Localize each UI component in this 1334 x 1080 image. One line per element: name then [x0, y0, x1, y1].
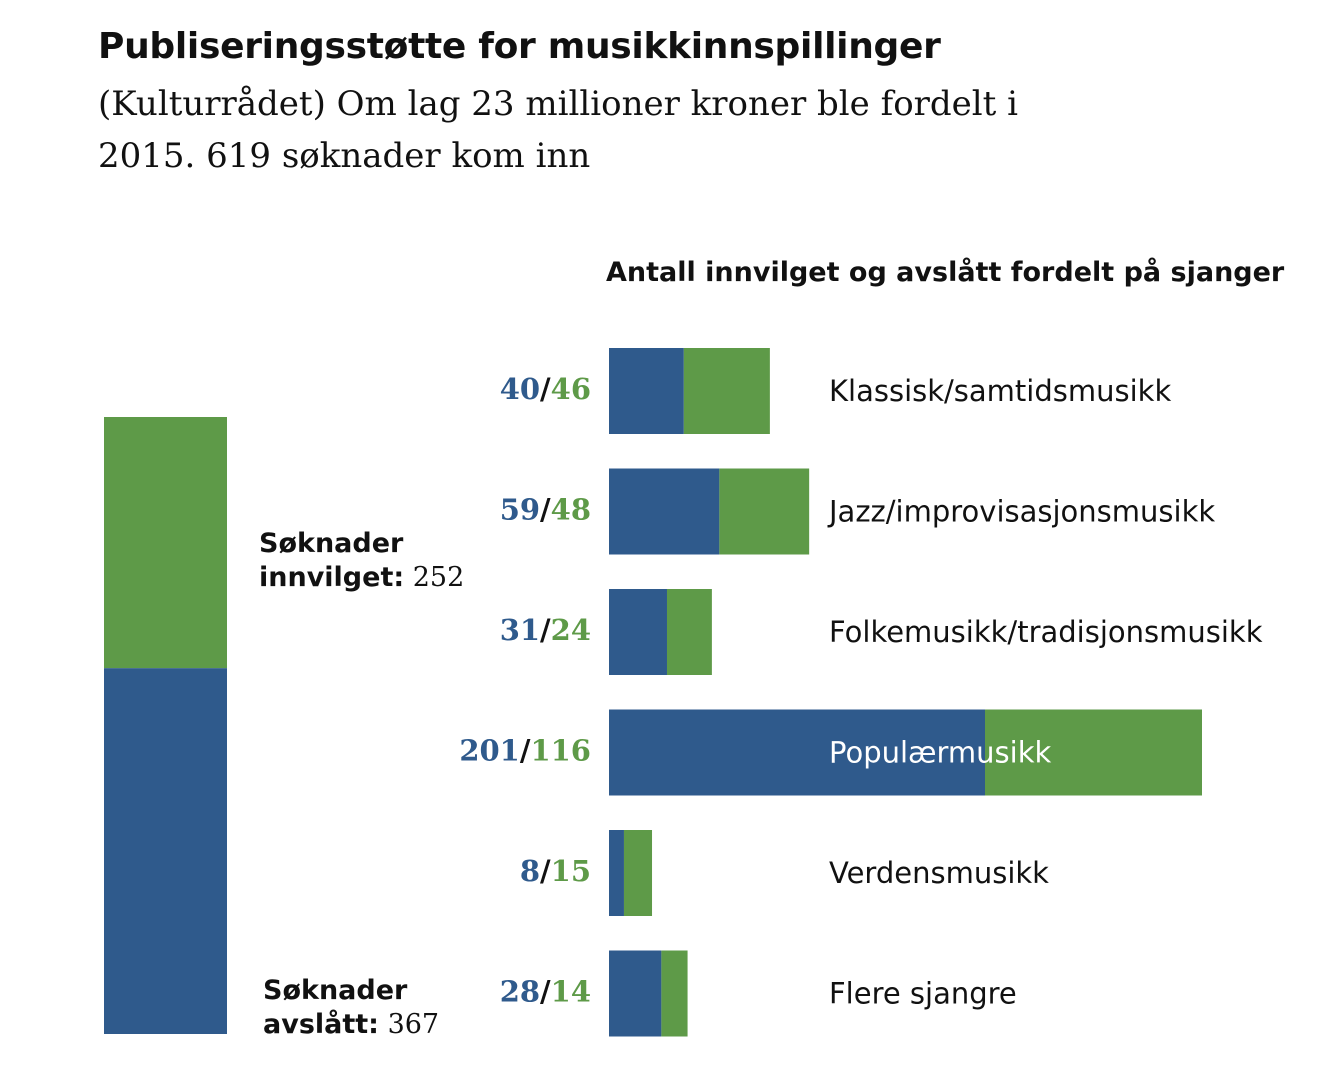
avslatt-label-caption: avslått:	[263, 1008, 379, 1040]
bar-avslatt-2	[666, 589, 712, 675]
bar-innvilget-2	[609, 589, 667, 675]
count-avslatt-4: 15	[551, 854, 591, 888]
bar-avslatt-0	[683, 348, 770, 434]
avslatt-label-line2: avslått: 367	[263, 1008, 439, 1040]
count-label-3: 201/116	[459, 734, 591, 768]
count-separator-0: /	[540, 372, 551, 406]
count-avslatt-1: 48	[551, 493, 591, 527]
count-innvilget-1: 59	[500, 493, 540, 527]
bar-avslatt-1	[719, 468, 810, 555]
count-innvilget-4: 8	[520, 854, 540, 888]
bar-avslatt-4	[623, 830, 653, 916]
count-label-0: 40/46	[500, 372, 591, 406]
avslatt-label-line1: Søknader	[263, 975, 408, 1006]
count-label-5: 28/14	[500, 975, 591, 1009]
genre-label-0: Klassisk/samtidsmusikk	[829, 374, 1171, 408]
count-innvilget-3: 201	[459, 734, 520, 768]
page-subtitle: (Kulturrådet) Om lag 23 millioner kroner…	[98, 84, 1019, 176]
bar-innvilget-3	[609, 709, 986, 796]
count-avslatt-3: 116	[530, 734, 591, 768]
genre-label-5: Flere sjangre	[829, 977, 1017, 1011]
innvilget-label-line2: innvilget: 252	[259, 562, 464, 593]
count-innvilget-2: 31	[500, 613, 540, 647]
genre-label-1: Jazz/improvisasjonsmusikk	[827, 495, 1215, 529]
bar-avslatt-5	[661, 950, 688, 1037]
genre-label-3: Populærmusikk	[829, 736, 1052, 770]
count-label-4: 8/15	[520, 854, 591, 888]
genre-label-2: Folkemusikk/tradisjonsmusikk	[829, 615, 1263, 649]
total-bar-avslatt	[104, 668, 227, 1034]
genre-chart-title: Antall innvilget og avslått fordelt på s…	[606, 256, 1285, 288]
bar-innvilget-5	[609, 950, 662, 1037]
bar-innvilget-4	[609, 830, 624, 916]
count-innvilget-5: 28	[500, 975, 540, 1009]
total-bar-innvilget	[104, 417, 227, 669]
innvilget-label-value: 252	[404, 562, 464, 593]
count-separator-3: /	[520, 734, 531, 768]
count-label-2: 31/24	[500, 613, 591, 647]
count-separator-2: /	[540, 613, 551, 647]
count-label-1: 59/48	[500, 493, 591, 527]
innvilget-label-line1: Søknader	[259, 528, 404, 559]
bar-innvilget-0	[609, 348, 684, 434]
count-avslatt-2: 24	[551, 613, 591, 647]
avslatt-label-value: 367	[379, 1009, 439, 1040]
genre-label-4: Verdensmusikk	[829, 856, 1049, 890]
count-avslatt-0: 46	[551, 372, 591, 406]
page-title: Publiseringsstøtte for musikkinnspilling…	[98, 26, 941, 67]
count-separator-1: /	[540, 493, 551, 527]
bar-avslatt-3	[985, 709, 1202, 796]
count-separator-4: /	[540, 854, 551, 888]
count-innvilget-0: 40	[500, 372, 540, 406]
count-separator-5: /	[540, 975, 551, 1009]
innvilget-label-caption: innvilget:	[259, 562, 404, 593]
bar-innvilget-1	[609, 468, 720, 555]
count-avslatt-5: 14	[551, 975, 591, 1009]
